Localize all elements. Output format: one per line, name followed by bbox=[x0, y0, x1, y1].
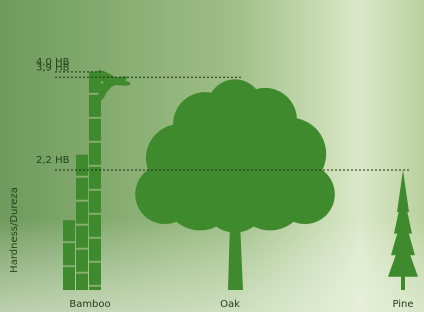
category-label: Pine bbox=[392, 299, 413, 310]
value-label: 3,9 HB bbox=[36, 62, 70, 73]
pine-trunk bbox=[401, 276, 405, 290]
chart: Hardness/Dureza 4,0 HBBamboo3,9 HBOak2,2… bbox=[0, 0, 424, 312]
bamboo-stalk bbox=[63, 220, 75, 290]
value-label: 2,2 HB bbox=[36, 155, 70, 166]
y-axis-label: Hardness/Dureza bbox=[9, 187, 20, 273]
bamboo-stalk bbox=[89, 72, 101, 290]
category-label: Bamboo bbox=[69, 299, 110, 310]
bamboo-stalk bbox=[76, 155, 88, 290]
category-label: Oak bbox=[220, 299, 240, 310]
oak-canopy bbox=[203, 169, 267, 233]
